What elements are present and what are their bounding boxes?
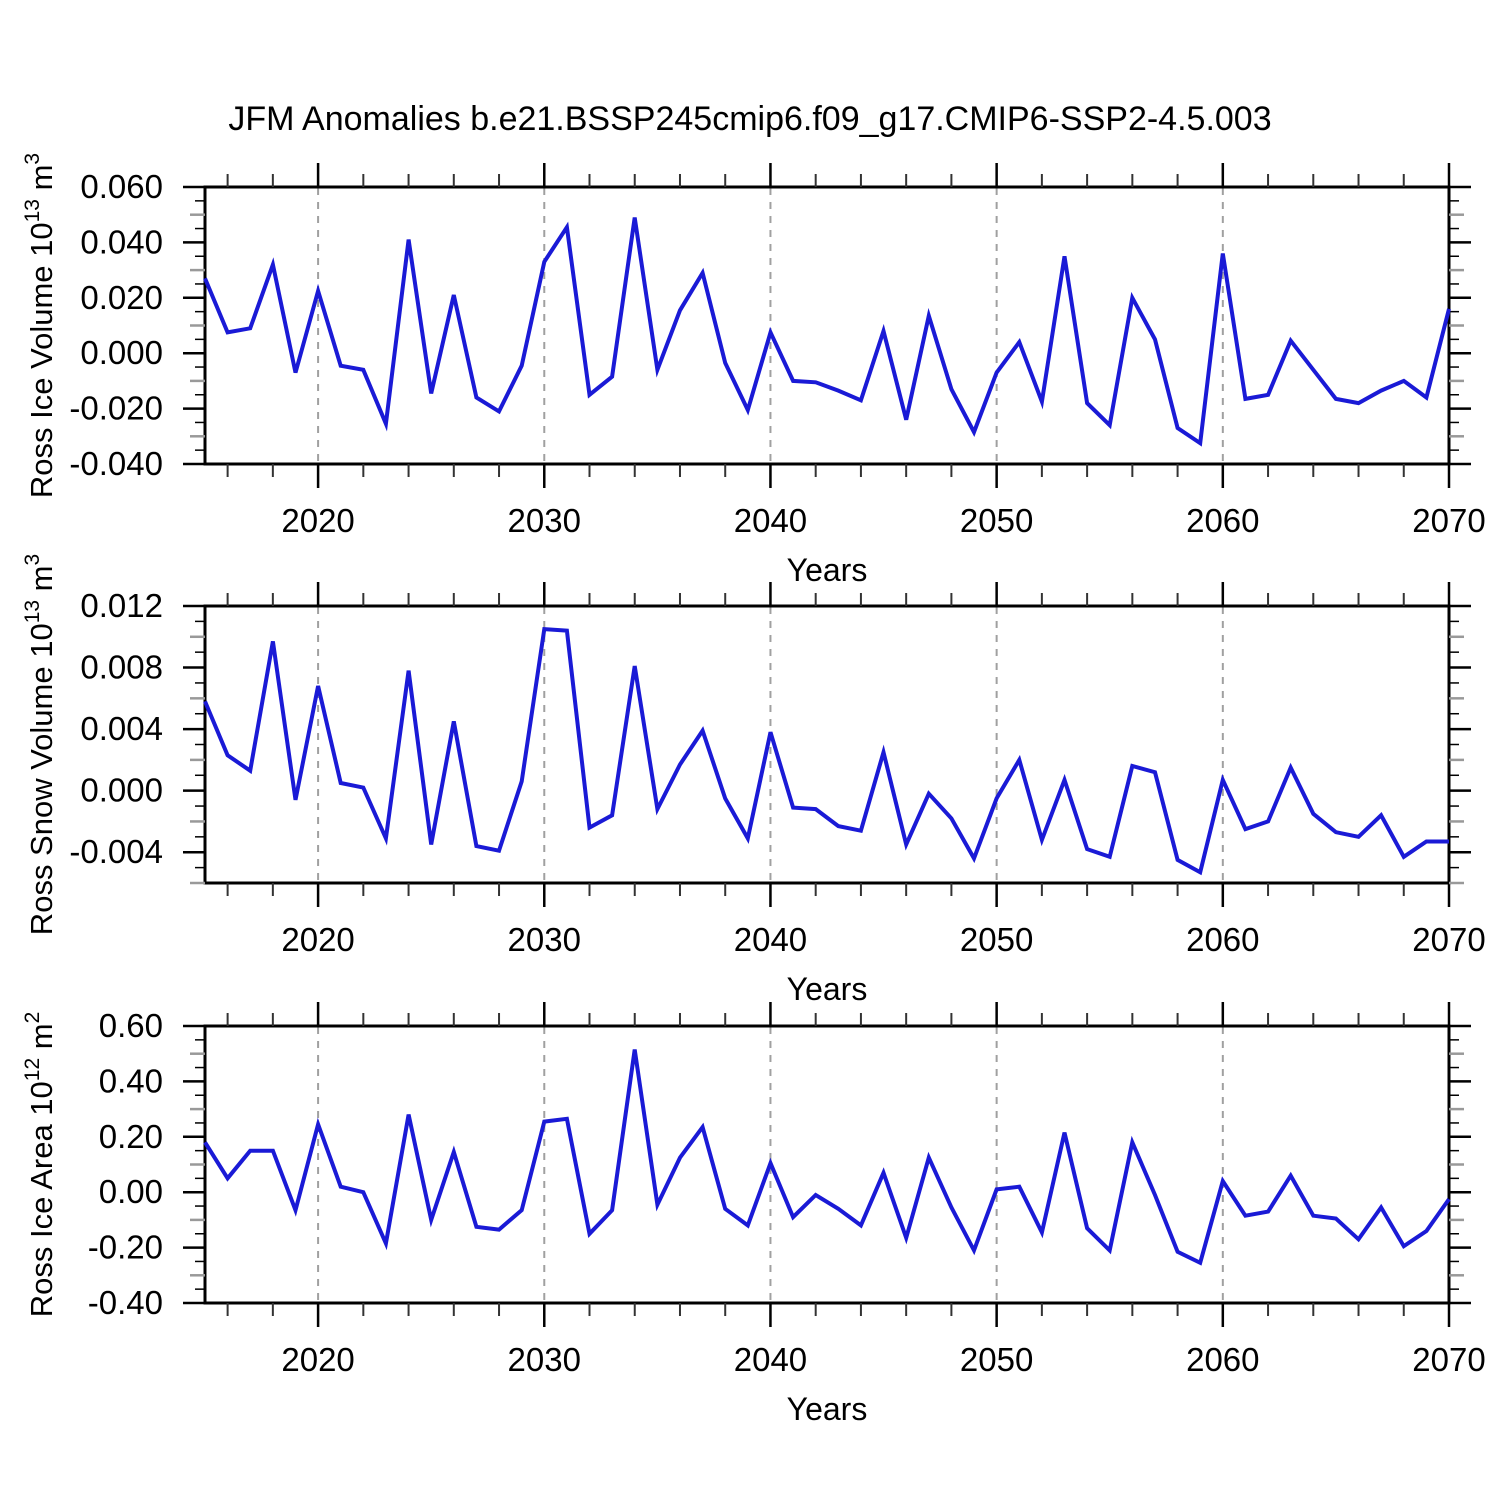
x-tick-label: 2070: [1412, 921, 1485, 958]
x-tick-label: 2020: [281, 1341, 354, 1378]
x-tick-label: 2050: [960, 921, 1033, 958]
series-line-ross-ice-volume: [203, 217, 1451, 447]
plot-border-ross-snow-volume: [203, 604, 1451, 885]
y-tick-label: 0.20: [99, 1118, 163, 1155]
x-tick-label: 2050: [960, 502, 1033, 539]
x-tick-label: 2060: [1186, 1341, 1259, 1378]
x-tick-label: 2070: [1412, 502, 1485, 539]
y-tick-label: 0.60: [99, 1007, 163, 1044]
y-axis-label: Ross Snow Volume 1013 m3: [21, 554, 59, 935]
y-tick-label: 0.004: [80, 710, 163, 747]
x-axis-label: Years: [787, 971, 868, 1007]
y-tick-label: 0.00: [99, 1173, 163, 1210]
y-tick-label: 0.000: [80, 334, 163, 371]
y-tick-label: 0.012: [80, 587, 163, 624]
y-tick-label: 0.060: [80, 168, 163, 205]
x-axis-label: Years: [787, 1391, 868, 1427]
chart-title: JFM Anomalies b.e21.BSSP245cmip6.f09_g17…: [228, 100, 1272, 138]
y-tick-label: -0.020: [69, 390, 163, 427]
x-tick-label: 2030: [508, 1341, 581, 1378]
y-tick-label: -0.040: [69, 445, 163, 482]
x-tick-label: 2040: [734, 502, 807, 539]
x-tick-label: 2040: [734, 921, 807, 958]
x-axis-label: Years: [787, 552, 868, 588]
y-tick-label: -0.20: [88, 1229, 163, 1266]
y-axis-label: Ross Ice Area 1012 m2: [21, 1012, 59, 1318]
y-tick-label: 0.020: [80, 279, 163, 316]
series-line-ross-snow-volume: [203, 626, 1449, 876]
x-tick-label: 2050: [960, 1341, 1033, 1378]
y-tick-label: 0.040: [80, 223, 163, 260]
series-line-ross-ice-area: [203, 1049, 1451, 1266]
x-tick-label: 2060: [1186, 502, 1259, 539]
y-tick-label: -0.004: [69, 833, 163, 870]
x-tick-label: 2060: [1186, 921, 1259, 958]
x-tick-label: 2020: [281, 502, 354, 539]
x-tick-label: 2040: [734, 1341, 807, 1378]
y-axis-label: Ross Ice Volume 1013 m3: [21, 153, 59, 498]
x-tick-label: 2020: [281, 921, 354, 958]
x-tick-label: 2070: [1412, 1341, 1485, 1378]
x-tick-label: 2030: [508, 502, 581, 539]
plot-border-ross-ice-area: [203, 1024, 1451, 1305]
y-tick-label: 0.008: [80, 649, 163, 686]
x-tick-label: 2030: [508, 921, 581, 958]
y-tick-label: 0.000: [80, 772, 163, 809]
y-tick-label: -0.40: [88, 1284, 163, 1321]
plot-border-ross-ice-volume: [203, 185, 1451, 466]
y-tick-label: 0.40: [99, 1062, 163, 1099]
